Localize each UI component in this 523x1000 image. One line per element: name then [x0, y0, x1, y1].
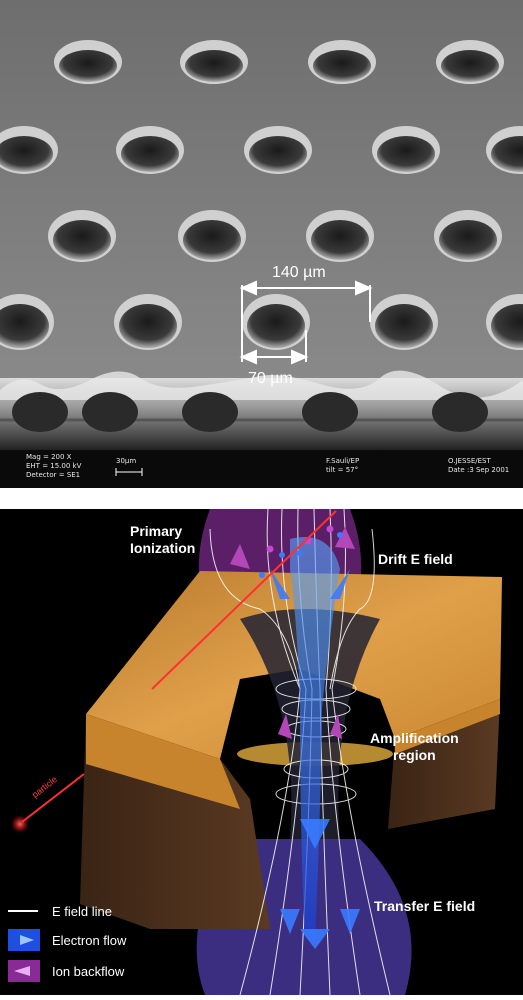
date-text: Date :3 Sep 2001 [448, 466, 510, 474]
sem-info-bar [0, 450, 523, 488]
amplification-region-label: Amplification region [370, 730, 459, 763]
hole-interior [59, 50, 117, 82]
hole-interior [377, 136, 435, 172]
gem-diagram: Primary Ionization Drift E field Amplifi… [0, 508, 523, 996]
eht-text: EHT = 15.00 kV [26, 462, 82, 470]
transfer-field-label: Transfer E field [374, 898, 476, 914]
gem-illustration [8, 508, 502, 996]
legend-electron-flow-label: Electron flow [52, 933, 127, 948]
legend-ion-backflow-label: Ion backflow [52, 964, 125, 979]
gem-holes [0, 40, 523, 350]
hole-interior [491, 304, 523, 348]
hole-interior [0, 136, 53, 172]
sem-image [0, 0, 523, 488]
pitch-label: 140 µm [272, 264, 326, 281]
ion-backflow [230, 527, 355, 739]
legend-e-field-label: E field line [52, 904, 112, 919]
hole-interior [53, 220, 111, 260]
hole-interior [121, 136, 179, 172]
detector-text: Detector = SE1 [26, 471, 81, 479]
hole-section [432, 392, 488, 432]
hole-interior [441, 50, 499, 82]
hole-interior [439, 220, 497, 260]
drift-field-label: Drift E field [378, 551, 453, 567]
primary-ionization-label: Primary Ionization [130, 523, 196, 556]
particle-track-lower [21, 773, 85, 823]
copper-left-edge [86, 714, 240, 809]
hole-interior [183, 220, 241, 260]
hole-interior [313, 50, 371, 82]
particle-source-icon [11, 815, 29, 833]
hole-interior [491, 136, 523, 172]
hole-interior [119, 304, 177, 348]
mag-text: Mag = 200 X [26, 453, 72, 461]
hole-interior [247, 304, 305, 348]
author-text: O.JESSE/EST [448, 457, 491, 465]
hole-diameter-label: 70 µm [248, 370, 293, 387]
hole-section [182, 392, 238, 432]
hole-section [82, 392, 138, 432]
operator-text: F.Sauli/EP [326, 457, 360, 465]
hole-interior [0, 304, 49, 348]
particle-track-upper [151, 510, 337, 690]
hole-section [302, 392, 358, 432]
hole-interior [185, 50, 243, 82]
hole-interior [375, 304, 433, 348]
electron-flow [270, 537, 360, 949]
hole-section [12, 392, 68, 432]
legend [8, 910, 40, 982]
tilt-text: tilt = 57° [326, 466, 359, 474]
hole-interior [249, 136, 307, 172]
sem-micrograph: 140 µm 70 µm Mag = 200 X EHT = 15.00 kV … [0, 0, 523, 488]
hole-interior [311, 220, 369, 260]
scale-text: 30µm [116, 457, 137, 465]
dimension-arrows [239, 280, 373, 365]
